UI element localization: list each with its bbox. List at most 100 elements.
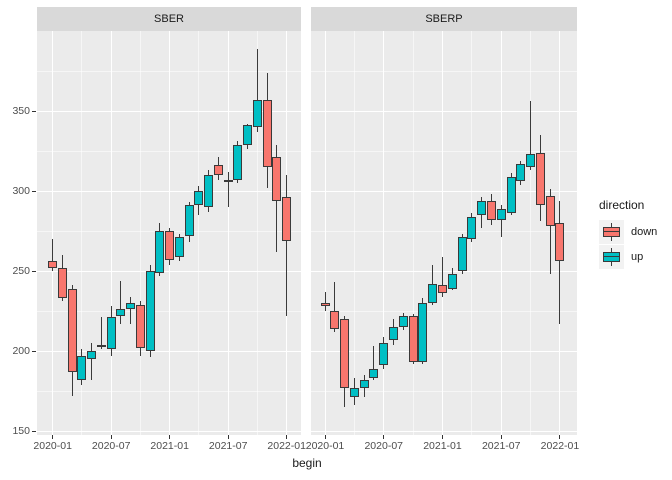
y-tick-mark bbox=[32, 350, 36, 352]
gridline-major-y bbox=[311, 350, 577, 352]
y-tick-label: 250 bbox=[12, 265, 30, 277]
candle-body-2022-01 bbox=[282, 197, 292, 241]
candle-wick-2020-01 bbox=[52, 239, 54, 271]
candle-wick-2020-09 bbox=[130, 296, 132, 324]
candle-wick-2020-02 bbox=[334, 282, 336, 332]
legend-item-down: down bbox=[599, 219, 657, 244]
candle-body-2021-10 bbox=[252, 99, 262, 127]
gridline-major-y bbox=[37, 270, 301, 272]
gridline-major-y bbox=[37, 190, 301, 192]
candle-body-2021-07 bbox=[223, 179, 233, 182]
gridline-minor-y bbox=[37, 310, 301, 312]
candle-wick-2020-05 bbox=[91, 343, 93, 380]
candle-body-2021-06 bbox=[213, 165, 223, 175]
candle-body-2021-01 bbox=[437, 285, 447, 294]
gridline-minor-y bbox=[37, 390, 301, 392]
candle-body-2020-03 bbox=[67, 288, 77, 372]
candle-body-2020-07 bbox=[379, 343, 389, 366]
candle-body-2021-08 bbox=[506, 176, 516, 214]
candle-body-2020-01 bbox=[320, 303, 330, 307]
candle-body-2021-05 bbox=[477, 200, 487, 215]
x-axis-title: begin bbox=[292, 456, 322, 470]
candle-body-2021-07 bbox=[496, 208, 506, 220]
candle-body-2020-09 bbox=[398, 315, 408, 327]
gridline-major-x bbox=[324, 31, 326, 435]
candle-wick-2021-07 bbox=[500, 205, 502, 238]
candle-body-2021-09 bbox=[516, 163, 526, 182]
x-tick-mark bbox=[227, 435, 229, 439]
candle-wick-2020-08 bbox=[120, 280, 122, 324]
gridline-minor-x bbox=[139, 31, 141, 435]
candle-body-2021-03 bbox=[184, 205, 194, 236]
up-candle-key-icon bbox=[599, 244, 624, 269]
candle-body-2021-11 bbox=[262, 99, 272, 167]
candle-wick-2021-10 bbox=[530, 101, 532, 171]
gridline-minor-x bbox=[198, 31, 200, 435]
candle-body-2021-12 bbox=[545, 195, 555, 227]
candle-body-2021-04 bbox=[467, 216, 477, 239]
candle-body-2020-09 bbox=[126, 303, 136, 310]
legend-label-up: up bbox=[631, 250, 644, 263]
gridline-major-y bbox=[37, 350, 301, 352]
candle-body-2022-01 bbox=[555, 223, 565, 262]
x-tick-label: 2020-07 bbox=[364, 440, 404, 452]
x-tick-mark bbox=[441, 435, 443, 439]
x-tick-label: 2021-07 bbox=[208, 440, 248, 452]
x-tick-label: 2021-07 bbox=[481, 440, 521, 452]
x-tick-mark bbox=[324, 435, 326, 439]
gridline-minor-x bbox=[81, 31, 83, 435]
facet-panel-sber bbox=[37, 31, 301, 435]
candle-body-2021-11 bbox=[535, 152, 545, 206]
candle-body-2020-04 bbox=[77, 355, 87, 380]
candle-body-2020-07 bbox=[106, 317, 116, 350]
facet-panel-sberp bbox=[311, 31, 577, 435]
candle-wick-2020-06 bbox=[100, 317, 102, 350]
facet-strip-sberp: SBERP bbox=[311, 7, 577, 31]
y-tick-mark bbox=[32, 430, 36, 432]
gridline-minor-y bbox=[311, 70, 577, 72]
gridline-minor-x bbox=[256, 31, 258, 435]
x-tick-label: 2022-01 bbox=[540, 440, 580, 452]
gridline-minor-y bbox=[311, 390, 577, 392]
legend-label-down: down bbox=[631, 225, 658, 238]
facet-strip-sber: SBER bbox=[37, 7, 301, 31]
candle-wick-2022-01 bbox=[286, 175, 288, 316]
gridline-minor-y bbox=[311, 230, 577, 232]
gridline-minor-x bbox=[412, 31, 414, 435]
candle-body-2021-09 bbox=[243, 125, 253, 145]
candle-body-2021-02 bbox=[447, 274, 457, 289]
candle-body-2021-02 bbox=[174, 237, 184, 257]
candle-body-2020-05 bbox=[87, 351, 97, 359]
gridline-major-y bbox=[311, 430, 577, 432]
gridline-major-y bbox=[311, 110, 577, 112]
candle-body-2020-02 bbox=[330, 311, 340, 329]
facet-strip-sberp-label: SBERP bbox=[425, 13, 463, 25]
gridline-major-y bbox=[311, 270, 577, 272]
candle-body-2020-06 bbox=[96, 344, 106, 347]
candle-body-2020-11 bbox=[145, 271, 155, 351]
candle-body-2020-01 bbox=[48, 261, 58, 268]
gridline-minor-y bbox=[311, 310, 577, 312]
candle-body-2021-10 bbox=[526, 154, 536, 167]
candle-wick-2020-01 bbox=[324, 291, 326, 311]
legend: direction down up bbox=[599, 198, 657, 269]
gridline-minor-x bbox=[353, 31, 355, 435]
candle-body-2020-02 bbox=[57, 267, 67, 299]
gridline-major-x bbox=[227, 31, 229, 435]
candle-body-2020-08 bbox=[116, 309, 126, 316]
candle-body-2020-12 bbox=[428, 283, 438, 303]
x-tick-label: 2020-01 bbox=[33, 440, 72, 452]
candle-body-2021-05 bbox=[204, 175, 214, 207]
gridline-minor-y bbox=[37, 150, 301, 152]
gridline-minor-y bbox=[311, 150, 577, 152]
candle-body-2020-06 bbox=[369, 368, 379, 379]
x-tick-label: 2020-01 bbox=[305, 440, 345, 452]
candle-wick-2020-06 bbox=[373, 346, 375, 380]
x-tick-mark bbox=[286, 435, 288, 439]
candle-body-2020-04 bbox=[349, 387, 359, 398]
gridline-minor-x bbox=[530, 31, 532, 435]
candle-wick-2021-01 bbox=[441, 256, 443, 297]
y-tick-mark bbox=[32, 190, 36, 192]
gridline-major-y bbox=[37, 110, 301, 112]
